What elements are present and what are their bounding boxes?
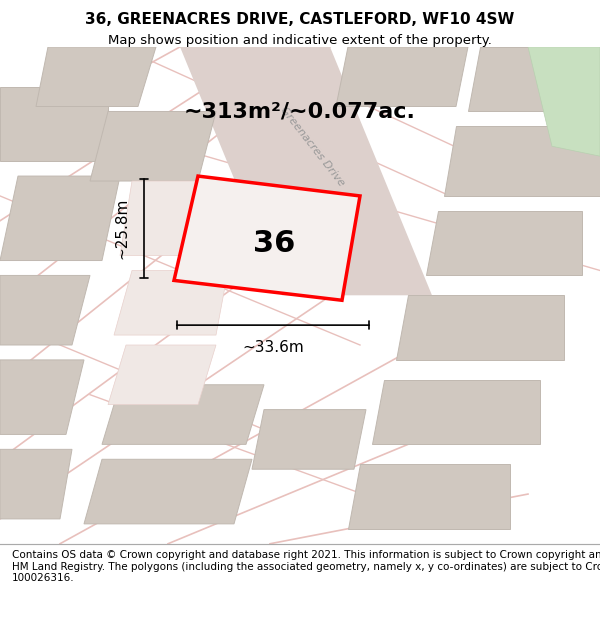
Polygon shape xyxy=(336,47,468,106)
Polygon shape xyxy=(108,345,216,404)
Polygon shape xyxy=(396,295,564,360)
Polygon shape xyxy=(528,47,600,156)
Polygon shape xyxy=(372,380,540,444)
Polygon shape xyxy=(426,211,582,276)
Text: 36: 36 xyxy=(253,229,296,258)
Text: Map shows position and indicative extent of the property.: Map shows position and indicative extent… xyxy=(108,34,492,47)
Text: 36, GREENACRES DRIVE, CASTLEFORD, WF10 4SW: 36, GREENACRES DRIVE, CASTLEFORD, WF10 4… xyxy=(85,12,515,27)
Polygon shape xyxy=(0,176,120,261)
Polygon shape xyxy=(0,449,72,519)
Polygon shape xyxy=(444,126,600,196)
Polygon shape xyxy=(102,385,264,444)
Polygon shape xyxy=(36,47,156,106)
Text: ~25.8m: ~25.8m xyxy=(114,198,129,259)
Polygon shape xyxy=(120,181,240,256)
Polygon shape xyxy=(468,47,600,111)
Polygon shape xyxy=(348,464,510,529)
Text: ~313m²/~0.077ac.: ~313m²/~0.077ac. xyxy=(184,101,416,121)
Polygon shape xyxy=(180,47,432,295)
Text: ~33.6m: ~33.6m xyxy=(242,340,304,355)
Polygon shape xyxy=(0,87,108,161)
Polygon shape xyxy=(90,111,216,181)
Polygon shape xyxy=(0,276,90,345)
Text: Contains OS data © Crown copyright and database right 2021. This information is : Contains OS data © Crown copyright and d… xyxy=(12,550,600,584)
Text: Greenacres Drive: Greenacres Drive xyxy=(278,105,346,188)
Polygon shape xyxy=(114,271,228,335)
Polygon shape xyxy=(84,459,252,524)
Polygon shape xyxy=(252,409,366,469)
Polygon shape xyxy=(0,360,84,434)
Polygon shape xyxy=(174,176,360,300)
